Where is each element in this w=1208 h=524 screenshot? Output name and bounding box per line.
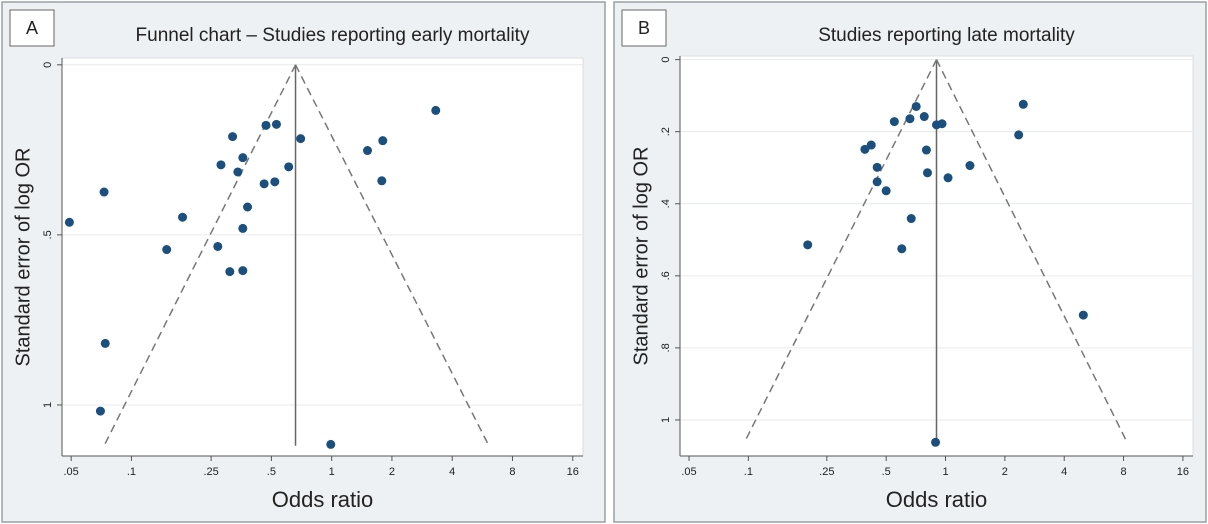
data-point — [95, 406, 105, 416]
data-point — [296, 134, 306, 144]
data-point — [238, 266, 248, 276]
x-tick-label: 16 — [1177, 466, 1189, 478]
x-axis-label: Odds ratio — [272, 487, 374, 512]
data-point — [881, 186, 891, 196]
plot-area — [61, 57, 584, 457]
data-point — [100, 338, 110, 348]
data-point — [238, 223, 248, 233]
data-point — [243, 202, 253, 212]
x-tick-label: .25 — [819, 466, 834, 478]
data-point — [99, 187, 109, 197]
data-point — [922, 168, 932, 178]
data-point — [213, 241, 223, 251]
x-tick-label: 16 — [567, 466, 579, 478]
data-point — [905, 114, 915, 124]
data-point — [1018, 99, 1028, 109]
y-tick-label: .4 — [660, 199, 672, 208]
x-tick-label: 4 — [1061, 466, 1067, 478]
x-tick-label: 1 — [329, 466, 335, 478]
y-tick-label: .2 — [660, 127, 672, 136]
data-point — [872, 162, 882, 172]
data-point — [803, 240, 813, 250]
data-point — [284, 162, 294, 172]
data-point — [233, 167, 243, 177]
data-point — [377, 176, 387, 186]
y-tick-label: 1 — [42, 402, 54, 408]
data-point — [362, 146, 372, 156]
data-point — [271, 119, 281, 129]
panel-label: B — [638, 18, 650, 38]
x-tick-label: 2 — [389, 466, 395, 478]
panel-label: A — [26, 18, 38, 38]
funnel-line — [744, 59, 938, 442]
data-point — [889, 117, 899, 127]
data-point — [225, 267, 235, 277]
y-axis-label: Standard error of log OR — [630, 147, 652, 366]
y-tick-label: .6 — [660, 271, 672, 280]
data-point — [238, 153, 248, 163]
x-tick-label: 4 — [449, 466, 455, 478]
x-tick-label: .25 — [203, 466, 218, 478]
data-point — [261, 120, 271, 130]
data-point — [943, 173, 953, 183]
data-point — [216, 160, 226, 170]
data-point — [911, 101, 921, 111]
x-tick-label: 1 — [942, 466, 948, 478]
data-point — [1078, 310, 1088, 320]
data-point — [178, 212, 188, 222]
chart-title: Studies reporting late mortality — [818, 25, 1075, 46]
panel-label-box — [9, 9, 55, 47]
data-point — [326, 439, 336, 449]
y-tick-label: 1 — [660, 417, 672, 423]
x-tick-label: .5 — [882, 466, 891, 478]
y-tick-label: .5 — [42, 230, 54, 239]
data-point — [897, 244, 907, 254]
data-point — [906, 214, 916, 224]
x-tick-label: 8 — [1121, 466, 1127, 478]
y-axis-label: Standard error of log OR — [12, 148, 34, 367]
data-point — [860, 144, 870, 154]
data-point — [270, 177, 280, 187]
x-tick-label: .1 — [744, 466, 753, 478]
x-axis-label: Odds ratio — [886, 487, 988, 512]
data-point — [378, 136, 388, 146]
data-point — [1014, 130, 1024, 140]
x-tick-label: 2 — [1002, 466, 1008, 478]
data-point — [162, 245, 172, 255]
x-tick-label: .05 — [681, 466, 696, 478]
funnel-line — [935, 59, 1128, 442]
data-point — [931, 437, 941, 447]
y-tick-label: 0 — [660, 57, 672, 63]
data-point — [919, 112, 929, 122]
chart-title: Funnel chart – Studies reporting early m… — [136, 25, 530, 46]
data-point — [64, 217, 74, 227]
data-point — [259, 179, 269, 189]
x-tick-label: .05 — [64, 466, 79, 478]
y-tick-label: .8 — [660, 343, 672, 352]
x-tick-label: .5 — [267, 466, 276, 478]
panel-label-box — [621, 9, 667, 47]
data-point — [228, 132, 238, 142]
y-tick-label: 0 — [42, 62, 54, 68]
data-point — [921, 145, 931, 155]
funnel-line — [294, 64, 490, 447]
data-point — [965, 161, 975, 171]
data-point — [937, 119, 947, 129]
data-point — [872, 177, 882, 187]
data-point — [866, 140, 876, 150]
x-tick-label: .1 — [127, 466, 136, 478]
data-point — [431, 105, 441, 115]
x-tick-label: 8 — [509, 466, 515, 478]
